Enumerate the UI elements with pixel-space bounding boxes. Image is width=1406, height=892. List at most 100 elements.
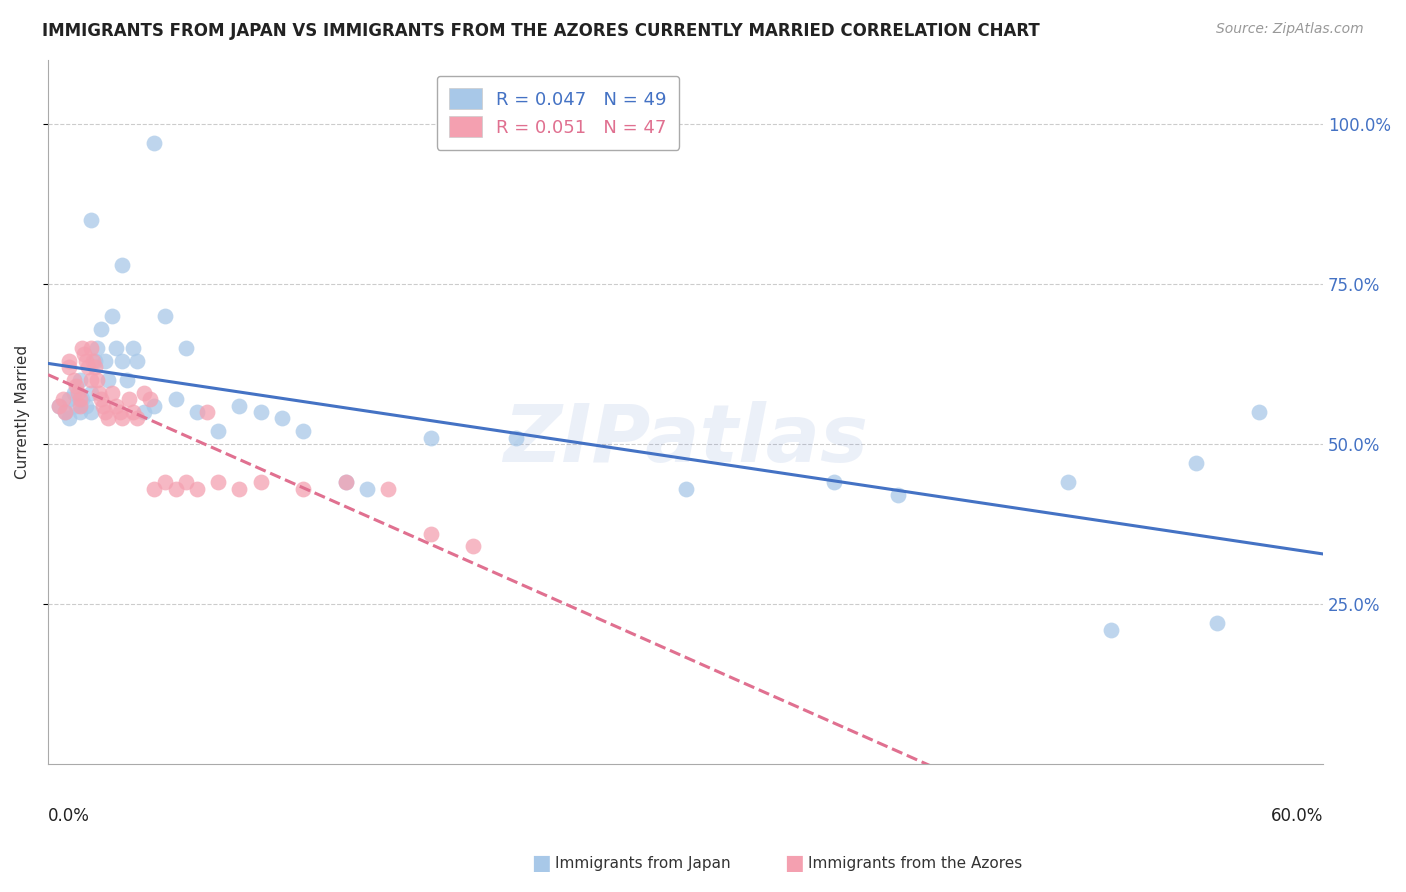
Point: [174, 475, 197, 490]
Point: [82, 353, 104, 368]
Point: [197, 405, 219, 419]
Point: [505, 431, 527, 445]
Point: [70, 341, 93, 355]
Text: ■: ■: [785, 854, 804, 873]
Point: [58, 360, 80, 375]
Point: [292, 482, 315, 496]
Legend: R = 0.047   N = 49, R = 0.051   N = 47: R = 0.047 N = 49, R = 0.051 N = 47: [437, 76, 679, 150]
Point: [1249, 405, 1271, 419]
Point: [48, 399, 70, 413]
Point: [165, 482, 187, 496]
Point: [62, 385, 84, 400]
Point: [139, 392, 162, 406]
Point: [122, 341, 145, 355]
Text: Immigrants from the Azores: Immigrants from the Azores: [808, 856, 1022, 871]
Point: [186, 482, 208, 496]
Point: [335, 475, 357, 490]
Point: [86, 341, 108, 355]
Point: [111, 411, 134, 425]
Point: [90, 392, 112, 406]
Point: [52, 392, 75, 406]
Point: [419, 431, 441, 445]
Point: [58, 392, 80, 406]
Point: [83, 360, 105, 375]
Text: 0.0%: 0.0%: [48, 806, 90, 824]
Point: [65, 379, 87, 393]
Point: [207, 475, 229, 490]
Point: [79, 212, 101, 227]
Point: [249, 475, 271, 490]
Point: [97, 411, 120, 425]
Point: [94, 353, 117, 368]
Point: [69, 373, 91, 387]
Point: [73, 347, 96, 361]
Point: [143, 482, 166, 496]
Point: [249, 405, 271, 419]
Point: [122, 405, 145, 419]
Point: [53, 405, 76, 419]
Text: ■: ■: [531, 854, 551, 873]
Point: [377, 482, 399, 496]
Point: [127, 411, 149, 425]
Text: ZIPatlas: ZIPatlas: [503, 401, 868, 479]
Point: [65, 399, 87, 413]
Point: [132, 405, 155, 419]
Point: [75, 353, 97, 368]
Point: [79, 405, 101, 419]
Point: [1099, 623, 1122, 637]
Point: [69, 405, 91, 419]
Point: [127, 353, 149, 368]
Point: [110, 405, 132, 419]
Point: [94, 405, 117, 419]
Point: [153, 309, 176, 323]
Point: [675, 482, 697, 496]
Point: [823, 475, 845, 490]
Point: [228, 482, 250, 496]
Point: [207, 424, 229, 438]
Point: [79, 341, 101, 355]
Point: [335, 475, 357, 490]
Point: [174, 341, 197, 355]
Point: [86, 373, 108, 387]
Point: [101, 309, 124, 323]
Point: [66, 385, 89, 400]
Point: [97, 373, 120, 387]
Point: [111, 353, 134, 368]
Point: [87, 385, 110, 400]
Point: [1184, 456, 1206, 470]
Point: [105, 399, 128, 413]
Point: [165, 392, 187, 406]
Text: IMMIGRANTS FROM JAPAN VS IMMIGRANTS FROM THE AZORES CURRENTLY MARRIED CORRELATIO: IMMIGRANTS FROM JAPAN VS IMMIGRANTS FROM…: [42, 22, 1040, 40]
Point: [79, 385, 101, 400]
Point: [111, 258, 134, 272]
Point: [53, 405, 76, 419]
Point: [91, 399, 114, 413]
Point: [1205, 616, 1227, 631]
Point: [77, 360, 100, 375]
Point: [186, 405, 208, 419]
Point: [292, 424, 315, 438]
Text: Immigrants from Japan: Immigrants from Japan: [555, 856, 731, 871]
Point: [48, 399, 70, 413]
Point: [228, 399, 250, 413]
Point: [419, 526, 441, 541]
Y-axis label: Currently Married: Currently Married: [15, 345, 30, 479]
Text: Source: ZipAtlas.com: Source: ZipAtlas.com: [1216, 22, 1364, 37]
Text: 60.0%: 60.0%: [1271, 806, 1323, 824]
Point: [1057, 475, 1080, 490]
Point: [58, 353, 80, 368]
Point: [69, 392, 91, 406]
Point: [270, 411, 292, 425]
Point: [58, 411, 80, 425]
Point: [75, 399, 97, 413]
Point: [105, 341, 128, 355]
Point: [153, 475, 176, 490]
Point: [461, 540, 484, 554]
Point: [143, 136, 166, 150]
Point: [70, 392, 93, 406]
Point: [90, 321, 112, 335]
Point: [115, 373, 138, 387]
Point: [887, 488, 910, 502]
Point: [132, 385, 155, 400]
Point: [79, 373, 101, 387]
